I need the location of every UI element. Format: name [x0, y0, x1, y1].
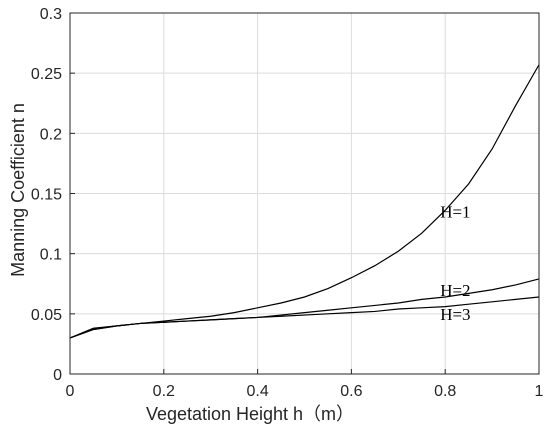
series-group — [69, 64, 540, 339]
series-label-H=3: H=3 — [440, 305, 470, 324]
x-tick-label: 0.4 — [246, 383, 268, 400]
x-tick-label: 0.6 — [340, 383, 362, 400]
y-tick-label: 0.1 — [40, 247, 62, 264]
x-tick-label: 0 — [66, 383, 75, 400]
series-line-H=3 — [69, 296, 540, 339]
x-tick-label: 1 — [535, 383, 544, 400]
series-label-H=1: H=1 — [440, 203, 470, 222]
plot-frame — [69, 12, 540, 375]
y-tick-labels: 0 0.05 0.1 0.15 0.2 0.25 0.3 — [31, 6, 62, 384]
x-tick-labels: 0 0.2 0.4 0.6 0.8 1 — [66, 383, 544, 400]
y-tick-label: 0.05 — [31, 307, 62, 324]
y-tick-label: 0.2 — [40, 126, 62, 143]
x-tick-label: 0.8 — [434, 383, 456, 400]
y-tick-label: 0.3 — [40, 6, 62, 23]
y-tick-label: 0 — [53, 367, 62, 384]
x-tick-label: 0.2 — [153, 383, 175, 400]
series-labels: H=1 H=2 H=3 — [440, 203, 470, 324]
axes — [69, 12, 540, 375]
x-axis-label: Vegetation Height h（m） — [146, 404, 354, 424]
y-tick-label: 0.15 — [31, 187, 62, 204]
y-tick-label: 0.25 — [31, 66, 62, 83]
y-axis-label: Manning Coefficient n — [8, 103, 28, 277]
series-label-H=2: H=2 — [440, 281, 470, 300]
